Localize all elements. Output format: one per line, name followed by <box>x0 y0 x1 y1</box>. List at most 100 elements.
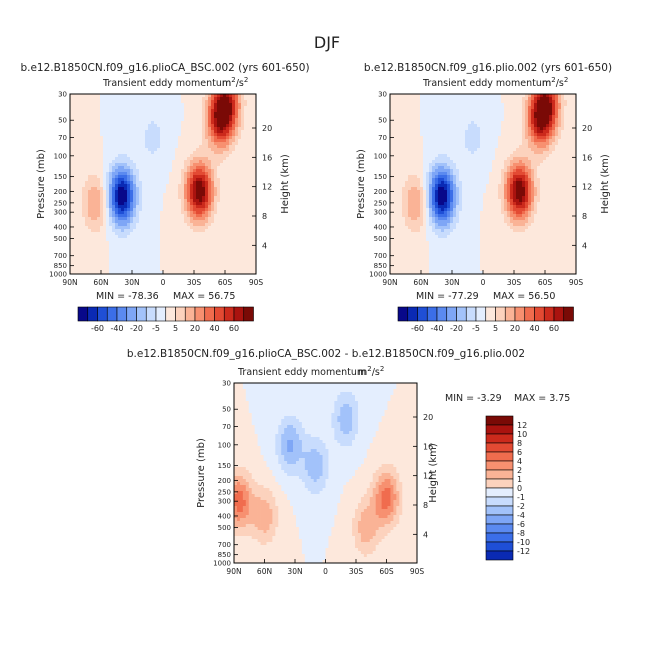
contour-cell <box>139 109 143 113</box>
contour-cell <box>118 124 122 128</box>
contour-cell <box>468 133 472 137</box>
contour-cell <box>474 139 478 143</box>
contour-cell <box>187 238 191 242</box>
contour-cell <box>429 94 433 98</box>
contour-cell <box>76 133 80 137</box>
contour-cell <box>459 103 463 107</box>
contour-cell <box>175 232 179 236</box>
contour-cell <box>444 142 448 146</box>
contour-cell <box>241 256 245 260</box>
contour-cell <box>196 181 200 185</box>
contour-cell <box>145 160 149 164</box>
contour-cell <box>196 265 200 269</box>
contour-cell <box>136 118 140 122</box>
contour-cell <box>208 271 212 275</box>
contour-cell <box>91 250 95 254</box>
contour-cell <box>109 232 113 236</box>
contour-cell <box>217 256 221 260</box>
contour-cell <box>76 118 80 122</box>
contour-cell <box>169 142 173 146</box>
contour-cell <box>232 238 236 242</box>
contour-cell <box>217 118 221 122</box>
contour-cell <box>229 175 233 179</box>
contour-cell <box>145 115 149 119</box>
contour-cell <box>85 256 89 260</box>
contour-cell <box>244 127 248 131</box>
contour-cell <box>519 139 523 143</box>
contour-cell <box>519 94 523 98</box>
contour-cell <box>244 157 248 161</box>
contour-cell <box>73 106 77 110</box>
contour-cell <box>103 226 107 230</box>
contour-cell <box>501 148 505 152</box>
contour-cell <box>121 151 125 155</box>
contour-cell <box>546 139 550 143</box>
contour-cell <box>489 139 493 143</box>
contour-cell <box>250 160 254 164</box>
contour-cell <box>82 154 86 158</box>
contour-cell <box>85 193 89 197</box>
contour-cell <box>124 223 128 227</box>
contour-cell <box>100 115 104 119</box>
contour-cell <box>127 253 131 257</box>
contour-cell <box>127 205 131 209</box>
contour-cell <box>91 139 95 143</box>
contour-cell <box>477 106 481 110</box>
contour-cell <box>136 139 140 143</box>
contour-cell <box>229 133 233 137</box>
contour-cell <box>157 145 161 149</box>
contour-cell <box>223 193 227 197</box>
contour-cell <box>199 220 203 224</box>
contour-cell <box>235 235 239 239</box>
contour-cell <box>549 139 553 143</box>
contour-cell <box>241 181 245 185</box>
contour-cell <box>82 94 86 98</box>
contour-cell <box>172 268 176 272</box>
contour-cell <box>534 139 538 143</box>
contour-cell <box>229 205 233 209</box>
contour-cell <box>115 169 119 173</box>
contour-cell <box>133 268 137 272</box>
contour-cell <box>244 139 248 143</box>
contour-cell <box>573 106 577 110</box>
contour-cell <box>214 178 218 182</box>
contour-cell <box>190 259 194 263</box>
contour-cell <box>220 271 224 275</box>
contour-cell <box>247 97 251 101</box>
contour-cell <box>100 130 104 134</box>
contour-cell <box>88 253 92 257</box>
contour-cell <box>438 136 442 140</box>
contour-cell <box>220 238 224 242</box>
contour-cell <box>247 235 251 239</box>
contour-cell <box>190 163 194 167</box>
contour-cell <box>145 247 149 251</box>
contour-cell <box>250 253 254 257</box>
contour-cell <box>489 136 493 140</box>
contour-cell <box>244 244 248 248</box>
panel1-title: b.e12.B1850CN.f09_g16.plioCA_BSC.002 (yr… <box>20 62 309 74</box>
contour-cell <box>417 124 421 128</box>
contour-cell <box>229 214 233 218</box>
contour-cell <box>79 121 83 125</box>
contour-cell <box>193 109 197 113</box>
contour-cell <box>103 127 107 131</box>
contour-cell <box>399 100 403 104</box>
contour-cell <box>115 178 119 182</box>
contour-cell <box>85 139 89 143</box>
contour-cell <box>154 211 158 215</box>
contour-cell <box>202 259 206 263</box>
contour-cell <box>531 112 535 116</box>
contour-cell <box>190 187 194 191</box>
contour-cell <box>441 121 445 125</box>
contour-cell <box>196 187 200 191</box>
contour-cell <box>187 181 191 185</box>
contour-cell <box>100 235 104 239</box>
contour-cell <box>522 133 526 137</box>
contour-cell <box>202 145 206 149</box>
contour-cell <box>468 100 472 104</box>
contour-cell <box>70 121 74 125</box>
contour-cell <box>124 205 128 209</box>
contour-cell <box>163 142 167 146</box>
contour-cell <box>567 100 571 104</box>
contour-cell <box>127 262 131 266</box>
